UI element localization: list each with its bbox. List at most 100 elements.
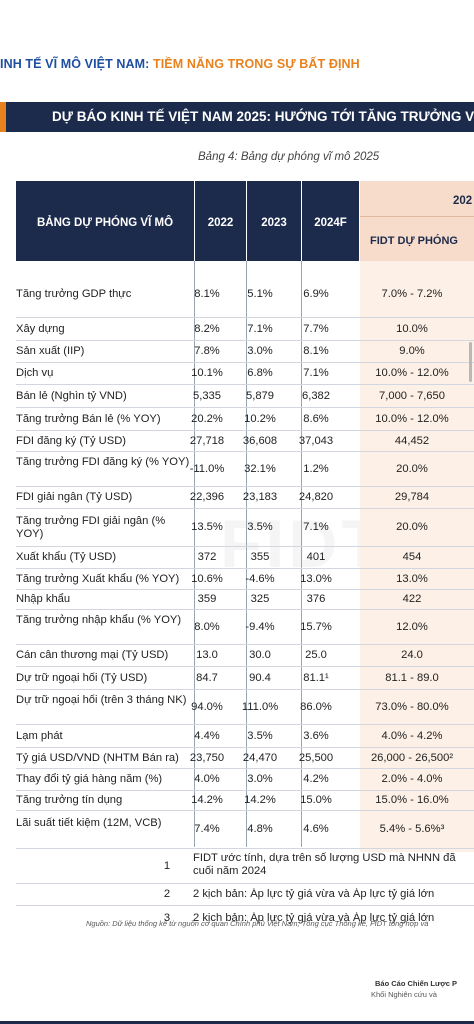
cell-2024f: 1.2% xyxy=(303,462,329,475)
row-label: Tăng trưởng FDI đăng ký (% YOY) xyxy=(16,456,190,468)
row-label: Tăng trưởng nhập khẩu (% YOY) xyxy=(16,614,182,626)
table-row: Tăng trưởng FDI đăng ký (% YOY) -11.0% 32.… xyxy=(16,452,474,487)
cell-fidt-forecast: 7,000 - 7,650 xyxy=(379,389,445,402)
row-divider xyxy=(16,790,474,791)
cell-2022: 7.4% xyxy=(194,823,220,836)
cell-2022: 372 xyxy=(197,551,217,564)
cell-2023: 10.2% xyxy=(244,412,276,425)
cell-fidt-forecast: 2.0% - 4.0% xyxy=(381,773,443,786)
row-label: Tăng trưởng GDP thực xyxy=(16,288,132,301)
row-divider xyxy=(16,666,474,667)
row-divider xyxy=(16,905,474,906)
cell-fidt-forecast: 13.0% xyxy=(396,572,428,585)
note-text: 2 kịch bản: Áp lực tỷ giá vừa và Áp lực … xyxy=(193,888,435,901)
header-part1: INH TẾ VĨ MÔ VIỆT NAM: xyxy=(0,57,153,71)
row-label: Bán lẻ (Nghìn tỷ VND) xyxy=(16,389,127,402)
cell-2024f: 25.0 xyxy=(305,649,327,662)
cell-2022: 4.0% xyxy=(194,773,220,786)
row-label: Dự trữ ngoại hối (Tỷ USD) xyxy=(16,671,148,684)
header-divider xyxy=(360,216,474,217)
cell-fidt-forecast: 12.0% xyxy=(396,620,428,633)
cell-fidt-forecast: 20.0% xyxy=(396,462,428,475)
cell-2024f: 81.1¹ xyxy=(303,671,329,684)
cell-2023: 4.8% xyxy=(247,823,273,836)
cell-fidt-forecast: 10.0% - 12.0% xyxy=(375,412,449,425)
row-divider xyxy=(16,384,474,385)
row-divider xyxy=(16,609,474,610)
cell-2022: 359 xyxy=(197,593,217,606)
cell-2022: 8.0% xyxy=(194,620,220,633)
footer-department: Khối Nghiên cứu và xyxy=(371,990,437,999)
cell-2023: 90.4 xyxy=(249,671,271,684)
row-label: Dịch vụ xyxy=(16,367,54,380)
cell-2022: 10.1% xyxy=(191,367,223,380)
row-label: Thay đổi tỷ giá hàng năm (%) xyxy=(16,773,163,786)
cell-fidt-forecast: 24.0 xyxy=(401,649,423,662)
cell-fidt-forecast: 73.0% - 80.0% xyxy=(375,700,449,713)
cell-2023: 3.5% xyxy=(247,729,273,742)
row-label: Tăng trưởng FDI giải ngân (% YOY) xyxy=(16,514,166,541)
column-divider xyxy=(301,261,302,847)
cell-2022: 8.1% xyxy=(194,288,220,301)
cell-fidt-forecast: 20.0% xyxy=(396,521,428,534)
row-divider xyxy=(16,546,474,547)
cell-fidt-forecast: 44,452 xyxy=(394,434,430,447)
header-2023: 2023 xyxy=(261,217,287,229)
cell-2024f: 37,043 xyxy=(298,434,334,447)
row-divider xyxy=(16,407,474,408)
row-label: Tăng trưởng Xuất khẩu (% YOY) xyxy=(16,572,180,585)
header-label: BẢNG DỰ PHÓNG VĨ MÔ xyxy=(36,217,174,229)
cell-2023: 6.8% xyxy=(247,367,273,380)
cell-2023: 5,879 xyxy=(246,389,274,402)
cell-2022: 23,750 xyxy=(189,751,225,764)
fidt-column-background xyxy=(360,261,474,852)
header-part2: TIỀM NĂNG TRONG SỰ BẤT ĐỊNH xyxy=(153,57,360,71)
scrollbar-thumb[interactable] xyxy=(469,342,472,382)
cell-fidt-forecast: 454 xyxy=(402,551,422,564)
cell-2024f: 8.1% xyxy=(303,345,329,358)
table-row: FDI giải ngân (Tỷ USD) 22,396 23,183 24,820… xyxy=(16,487,474,509)
cell-2023: 36,608 xyxy=(242,434,278,447)
table-row: Tăng trưởng GDP thực 8.1% 5.1% 6.9% 7.0% - 7… xyxy=(16,272,474,318)
cell-fidt-forecast: 15.0% - 16.0% xyxy=(375,794,449,807)
cell-fidt-forecast: 81.1 - 89.0 xyxy=(385,671,439,684)
cell-2022: 27,718 xyxy=(189,434,225,447)
cell-2024f: 15.0% xyxy=(300,794,332,807)
table-row: Cán cân thương mại (Tỷ USD) 13.0 30.0 25.0 2… xyxy=(16,645,474,667)
row-divider xyxy=(16,362,474,363)
cell-2023: 3.5% xyxy=(247,521,273,534)
cell-2022: 13.0 xyxy=(196,649,218,662)
cell-2024f: 24,820 xyxy=(298,491,334,504)
cell-2023: 355 xyxy=(250,551,270,564)
cell-2022: 14.2% xyxy=(191,794,223,807)
cell-2023: 32.1% xyxy=(244,462,276,475)
cell-2023: 3.0% xyxy=(247,345,273,358)
table-row: FDI đăng ký (Tỷ USD) 27,718 36,608 37,043 44… xyxy=(16,431,474,452)
column-divider xyxy=(194,261,195,847)
cell-2024f: 86.0% xyxy=(300,700,332,713)
table-row: Thay đổi tỷ giá hàng năm (%) 4.0% 3.0% 4.2%… xyxy=(16,769,474,791)
row-divider xyxy=(16,689,474,690)
table-row: Dịch vụ 10.1% 6.8% 7.1% 10.0% - 12.0% xyxy=(16,363,474,385)
cell-2022: 7.8% xyxy=(194,345,220,358)
cell-2022: 20.2% xyxy=(191,412,223,425)
note-text-line2: cuối năm 2024 xyxy=(193,865,267,877)
row-label: Xây dựng xyxy=(16,322,65,335)
header-2022: 2022 xyxy=(207,217,234,229)
cell-2023: 24,470 xyxy=(242,751,278,764)
table-row: Xuất khẩu (Tỷ USD) 372 355 401 454 xyxy=(16,547,474,569)
cell-2023: 30.0 xyxy=(249,649,271,662)
report-header: INH TẾ VĨ MÔ VIỆT NAM: TIỀM NĂNG TRONG S… xyxy=(0,57,360,71)
cell-2022: 5,335 xyxy=(193,389,221,402)
table-row: Lạm phát 4.4% 3.5% 3.6% 4.0% - 4.2% xyxy=(16,725,474,748)
cell-2023: -4.6% xyxy=(245,572,275,585)
cell-2024f: 13.0% xyxy=(300,572,332,585)
table-row: Nhập khẩu 359 325 376 422 xyxy=(16,590,474,610)
cell-2024f: 4.6% xyxy=(303,823,329,836)
header-2024f: 2024F xyxy=(314,217,347,229)
cell-2024f: 15.7% xyxy=(300,620,332,633)
source-note: Nguồn: Dữ liệu thống kê từ nguồn cơ quan… xyxy=(86,919,429,928)
row-label: Tăng trưởng tín dụng xyxy=(16,794,123,807)
cell-fidt-forecast: 4.0% - 4.2% xyxy=(381,729,443,742)
header-cell-label: BẢNG DỰ PHÓNG VĨ MÔ xyxy=(16,181,194,261)
